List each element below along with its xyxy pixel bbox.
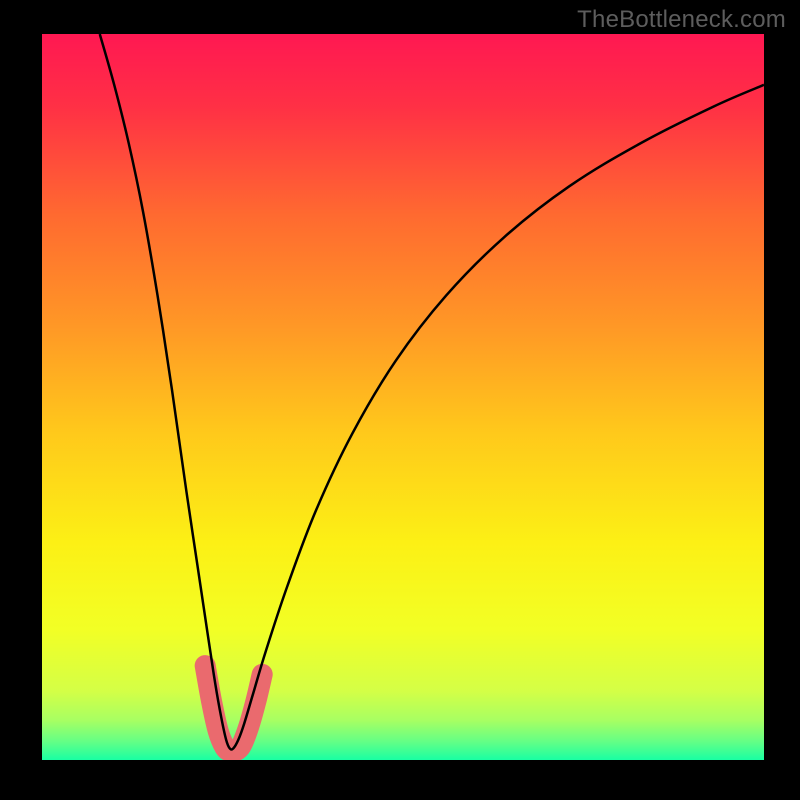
gradient-background <box>42 34 764 760</box>
bottleneck-plot <box>42 34 764 760</box>
watermark-text: TheBottleneck.com <box>577 6 786 34</box>
chart-frame: TheBottleneck.com <box>0 0 800 800</box>
